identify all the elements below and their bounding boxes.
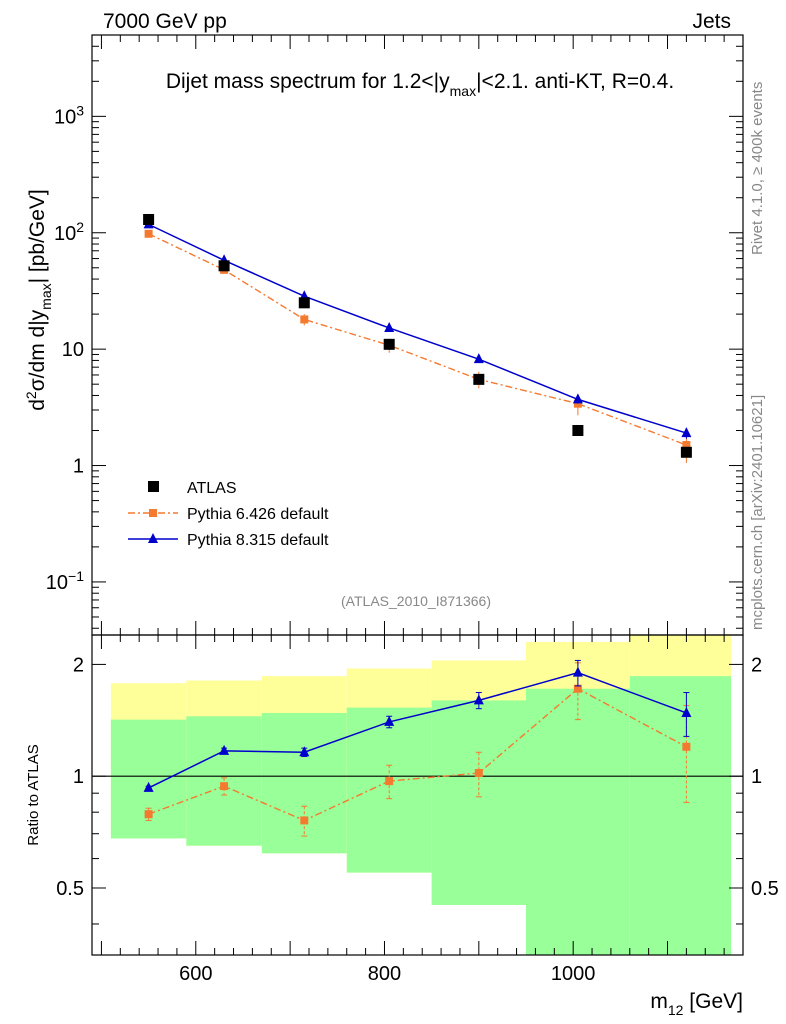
ratio-band-green-1 bbox=[186, 716, 262, 846]
atlas-point-6 bbox=[680, 446, 692, 458]
legend-label-atlas: ATLAS bbox=[187, 480, 237, 497]
py6-ratio-point-4 bbox=[474, 769, 483, 778]
atlas-point-5 bbox=[572, 425, 584, 437]
x-tick-label-2: 1000 bbox=[551, 963, 596, 985]
py8-ratio-point-6 bbox=[681, 706, 692, 717]
py6-ratio-point-6 bbox=[682, 742, 691, 751]
header-process-label: Jets bbox=[692, 10, 731, 33]
main-y-axis-label: d2σ/dm d|ymax| [pb/GeV] bbox=[23, 189, 54, 411]
legend-label-py6: Pythia 6.426 default bbox=[187, 506, 329, 523]
py6-ratio-point-5 bbox=[573, 684, 582, 693]
main-y-tick-label-1: 1 bbox=[73, 456, 84, 478]
atlas-point-3 bbox=[383, 338, 395, 350]
ratio-y-tick-label-left-1: 1 bbox=[73, 766, 84, 788]
py8-main-point-5 bbox=[572, 393, 583, 404]
py8-main-line bbox=[148, 223, 687, 434]
py8-ratio-point-1 bbox=[219, 744, 230, 755]
mcplots-source-label: mcplots.cern.ch [arXiv:2401.10621] bbox=[749, 395, 766, 630]
legend-marker-py8 bbox=[148, 533, 158, 543]
py6-ratio-point-0 bbox=[144, 810, 153, 819]
main-y-tick-label-0: 10−1 bbox=[46, 568, 84, 594]
py8-ratio-point-4 bbox=[473, 694, 484, 705]
x-tick-label-0: 600 bbox=[179, 963, 212, 985]
py8-main-point-4 bbox=[473, 353, 484, 364]
py6-main-point-6 bbox=[682, 441, 691, 450]
ratio-band-green-2 bbox=[261, 712, 347, 854]
py8-main-point-3 bbox=[384, 321, 395, 332]
main-y-tick-label-3: 102 bbox=[54, 219, 84, 245]
py6-ratio-point-2 bbox=[300, 816, 309, 825]
py6-ratio-point-3 bbox=[385, 777, 394, 786]
legend-marker-atlas bbox=[148, 481, 159, 492]
py8-ratio-point-3 bbox=[384, 715, 395, 726]
legend: ATLAS Pythia 6.426 default Pythia 8.315 … bbox=[128, 480, 329, 549]
ratio-plot-frame bbox=[91, 634, 744, 956]
legend-marker-py6 bbox=[149, 509, 157, 517]
ratio-y-tick-label-right-0: 0.5 bbox=[751, 878, 779, 900]
atlas-point-1 bbox=[218, 260, 230, 272]
header-energy-label: 7000 GeV pp bbox=[103, 10, 227, 33]
rivet-version-label: Rivet 4.1.0, ≥ 400k events bbox=[749, 82, 766, 255]
main-y-tick-label-2: 10 bbox=[62, 339, 84, 361]
atlas-point-2 bbox=[298, 297, 310, 309]
x-tick-label-1: 800 bbox=[368, 963, 401, 985]
ratio-y-tick-label-left-0: 0.5 bbox=[56, 878, 84, 900]
py8-ratio-point-2 bbox=[299, 746, 310, 757]
main-y-tick-label-4: 103 bbox=[54, 102, 84, 128]
legend-label-py8: Pythia 8.315 default bbox=[187, 532, 329, 549]
py6-main-point-2 bbox=[300, 315, 309, 324]
analysis-id-annotation: (ATLAS_2010_I871366) bbox=[341, 593, 491, 609]
py8-main-point-6 bbox=[681, 427, 692, 438]
ratio-band-green-5 bbox=[526, 688, 630, 955]
atlas-point-4 bbox=[473, 373, 485, 385]
py6-ratio-point-1 bbox=[220, 782, 229, 791]
ratio-band-green-6 bbox=[629, 676, 731, 955]
ratio-y-tick-label-right-2: 2 bbox=[751, 654, 762, 676]
x-axis-label: m12 [GeV] bbox=[650, 990, 743, 1018]
ratio-y-axis-label: Ratio to ATLAS bbox=[25, 744, 42, 845]
py8-ratio-point-5 bbox=[572, 666, 583, 677]
py8-ratio-point-0 bbox=[143, 781, 154, 792]
ratio-y-tick-label-right-1: 1 bbox=[751, 766, 762, 788]
chart-title: Dijet mass spectrum for 1.2<|ymax|<2.1. … bbox=[166, 70, 674, 99]
ratio-band-green-4 bbox=[431, 700, 526, 905]
py6-main-point-0 bbox=[144, 229, 153, 238]
atlas-point-0 bbox=[143, 213, 155, 225]
ratio-band-green-3 bbox=[346, 707, 432, 873]
ratio-y-tick-label-left-2: 2 bbox=[73, 654, 84, 676]
